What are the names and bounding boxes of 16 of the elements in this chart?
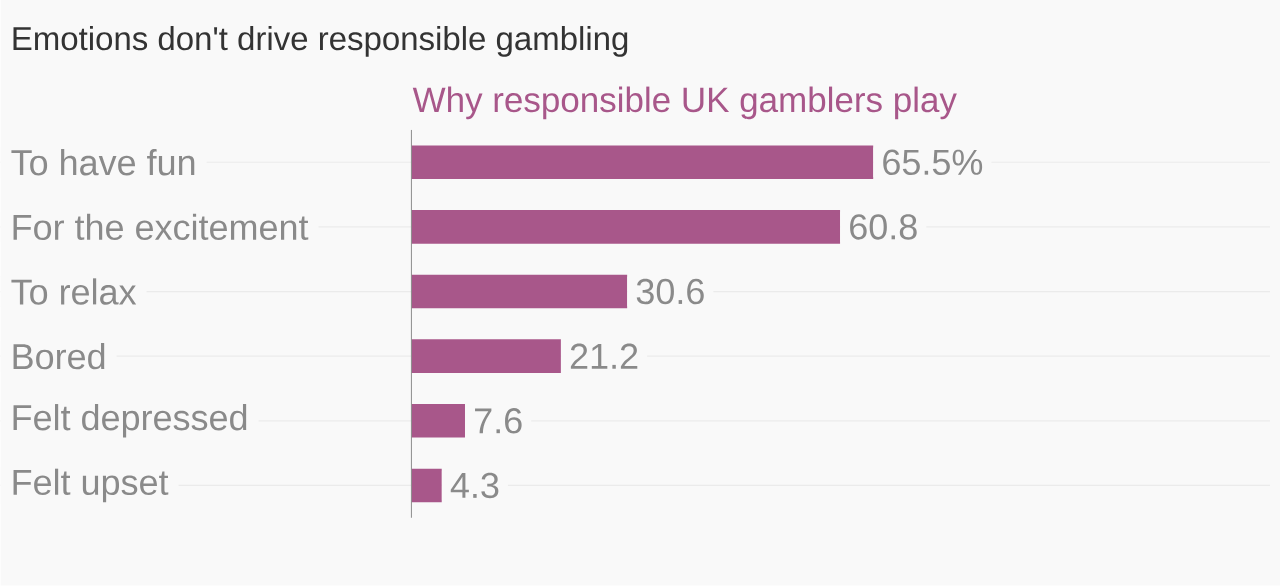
bar	[411, 404, 465, 438]
y-tick-label: To have fun	[11, 149, 195, 176]
y-tick-label: Felt depressed	[13, 404, 247, 438]
data-label: 60.8	[850, 214, 917, 240]
y-tick-label: Felt upset	[13, 468, 169, 503]
data-label: 7.6	[475, 408, 522, 434]
data-label: 21.2	[570, 343, 638, 369]
data-label: 30.6	[636, 278, 704, 305]
bar	[411, 339, 561, 374]
chart-subtitle: Why responsible UK gamblers play	[412, 86, 957, 120]
data-label: 4.3	[450, 472, 499, 499]
y-tick-label: Bored	[13, 343, 105, 370]
y-tick-label: To relax	[11, 278, 137, 305]
y-tick-label: For the excitement	[13, 213, 309, 241]
chart-title: Emotions don't drive responsible gambling	[13, 26, 628, 57]
data-label: 65.5%	[883, 149, 983, 176]
